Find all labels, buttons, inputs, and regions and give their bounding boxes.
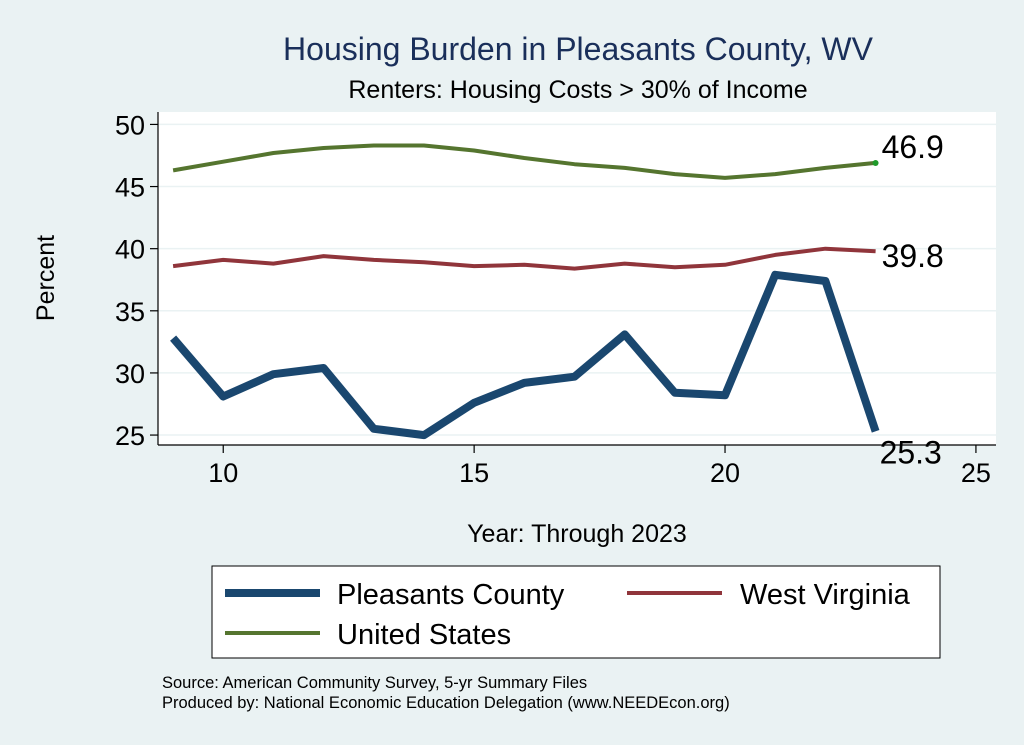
legend-label: United States bbox=[337, 619, 511, 651]
legend-box bbox=[211, 565, 941, 659]
series-line-west-virginia bbox=[172, 246, 876, 271]
producer-note: Produced by: National Economic Education… bbox=[162, 694, 730, 712]
source-note: Source: American Community Survey, 5-yr … bbox=[162, 674, 587, 692]
plot-area bbox=[158, 112, 996, 445]
axes: 25 30 35 40 45 50 10 15 20 25 bbox=[115, 110, 996, 488]
y-tick-label: 50 bbox=[115, 110, 145, 140]
series-lines bbox=[170, 143, 880, 440]
y-axis-title: Percent bbox=[32, 235, 60, 321]
series-line-united-states bbox=[172, 143, 876, 180]
chart-subtitle: Renters: Housing Costs > 30% of Income bbox=[348, 76, 807, 104]
x-tick-label: 15 bbox=[459, 458, 489, 488]
y-tick-label: 30 bbox=[115, 359, 145, 389]
end-label: 25.3 bbox=[880, 434, 942, 470]
end-label: 46.9 bbox=[882, 129, 944, 165]
legend-label: West Virginia bbox=[740, 579, 911, 611]
x-tick-label: 25 bbox=[961, 458, 991, 488]
end-labels: 25.3 39.8 46.9 bbox=[880, 129, 944, 470]
chart-title: Housing Burden in Pleasants County, WV bbox=[283, 31, 874, 67]
y-tick-label: 35 bbox=[115, 297, 145, 327]
x-tick-label: 20 bbox=[710, 458, 740, 488]
y-tick-label: 45 bbox=[115, 173, 145, 203]
legend: Pleasants County West Virginia United Stat… bbox=[225, 579, 911, 651]
series-end-marker bbox=[872, 159, 879, 166]
x-axis-title: Year: Through 2023 bbox=[467, 520, 687, 548]
y-tick-label: 40 bbox=[115, 235, 145, 265]
end-label: 39.8 bbox=[882, 238, 944, 274]
series-line-pleasants-county bbox=[170, 270, 880, 440]
x-tick-label: 10 bbox=[208, 458, 238, 488]
y-tick-label: 25 bbox=[115, 421, 145, 451]
legend-label: Pleasants County bbox=[337, 579, 565, 611]
